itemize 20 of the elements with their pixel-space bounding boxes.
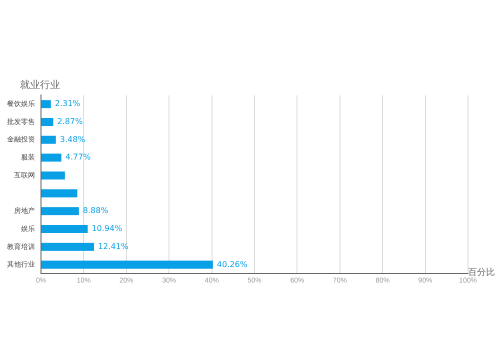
data-label: 2.87%: [57, 117, 84, 126]
data-label: 12.41%: [98, 242, 129, 251]
data-label: 3.48%: [60, 134, 86, 144]
bar: [42, 260, 213, 269]
data-label: 40.26%: [216, 260, 248, 269]
bar: [42, 136, 56, 144]
data-label: 8.88%: [82, 206, 109, 216]
bar: [42, 242, 94, 251]
data-label: 4.77%: [65, 152, 92, 162]
bar: [42, 154, 62, 162]
y-axis-title: 就业行业: [20, 78, 60, 92]
bar: [42, 224, 88, 234]
bar: [42, 207, 79, 216]
data-label: 10.94%: [92, 224, 123, 234]
bar: [42, 118, 54, 126]
bar: [42, 100, 51, 108]
bar: [42, 189, 78, 198]
data-label: 2.31%: [54, 99, 81, 108]
bar: [42, 171, 65, 180]
x-axis-title: 百分比: [468, 266, 495, 278]
